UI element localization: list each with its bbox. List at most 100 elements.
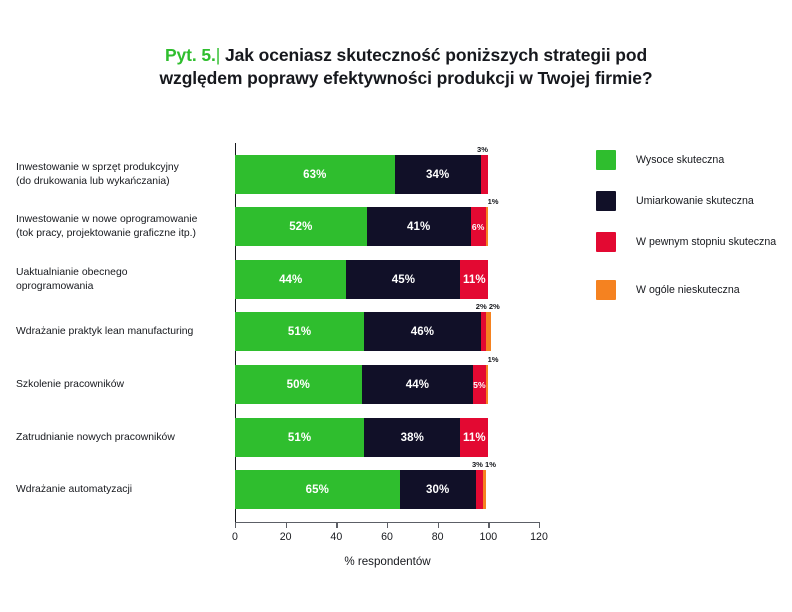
bar-segment[interactable]: 50% [235,365,362,404]
bar-callout-label: 1% [487,355,499,364]
bar-row: 44% 45% 11% [235,260,539,299]
bar-segment[interactable]: 5% [473,365,486,404]
bar-value-label: 41% [406,220,431,233]
x-axis-tick-mark [285,521,287,528]
bar-value-label: 5% [473,379,486,390]
bar-value-label: 63% [303,168,327,181]
bar-segment[interactable]: 44% [361,365,474,404]
x-axis-tick-label: 120 [530,531,548,543]
title-question-number: Pyt. 5. [164,45,216,65]
bar-segment[interactable]: 6% [470,207,486,246]
category-label-line: Inwestowanie w nowe oprogramowanie [16,213,198,225]
category-label-line: (tok pracy, projektowanie graficzne itp.… [16,227,196,239]
bar-row: 65% 30% 3% 1% [235,460,539,509]
bar-value-label: 50% [286,378,310,391]
legend-item[interactable]: Umiarkowanie skuteczna [596,191,754,211]
bar-segment[interactable] [485,365,489,404]
category-label-line: Uaktualnianie obecnego [16,266,128,278]
title-separator: | [215,45,221,65]
stacked-bar: 65% 30% [235,470,486,509]
category-label-line: Wdrażanie automatyzacji [16,483,133,495]
legend-item[interactable]: W ogóle nieskuteczna [596,280,740,300]
x-axis-tick-mark [437,521,439,528]
bar-value-label: 51% [287,325,312,338]
title-line-2: względem poprawy efektywności produkcji … [159,68,653,89]
bar-segment[interactable] [485,207,489,246]
stacked-bar: 63% 34% [235,155,489,194]
x-axis-tick-mark [336,521,338,528]
x-axis-tick-mark [539,521,541,528]
bar-segment[interactable] [475,470,484,509]
bar-value-label: 30% [425,483,450,496]
legend-color-swatch [596,280,616,300]
bar-segment[interactable]: 44% [235,260,347,299]
bar-segment[interactable]: 51% [235,312,365,351]
bar-segment[interactable]: 52% [235,207,367,246]
bar-row: 63% 34% 3% [235,145,539,194]
bar-segment[interactable] [485,312,491,351]
bar-segment[interactable] [480,312,486,351]
x-axis-tick-mark [235,521,237,528]
bar-value-label: 46% [410,325,435,338]
x-axis-tick-label: 80 [431,531,444,543]
bar-value-label: 34% [425,168,450,181]
bar-segment[interactable]: 30% [399,470,476,509]
plot-area: 63% 34% 3% 52% 41% 6% 1% 44% 45% 11% 51% 46% 2% 2% 50%… [235,143,539,522]
bar-segment[interactable] [480,155,489,194]
category-label-line: (do drukowania lub wykańczania) [16,175,170,187]
bar-segment[interactable]: 46% [364,312,481,351]
bar-callout-label: 2% [475,302,487,311]
bar-value-label: 6% [471,221,485,232]
legend-color-swatch [596,191,616,211]
bar-value-label: 52% [289,220,313,233]
y-axis-category-label: Uaktualnianie obecnego oprogramowania [16,266,231,294]
x-axis-title: % respondentów [344,555,431,568]
legend-item[interactable]: W pewnym stopniu skuteczna [596,232,776,252]
category-label-line: Inwestowanie w sprzęt produkcyjny [16,161,179,173]
bar-row: 51% 46% 2% 2% [235,302,539,351]
legend-item[interactable]: Wysoce skuteczna [596,150,724,170]
bar-segment[interactable]: 45% [346,260,461,299]
bar-value-label: 51% [287,431,312,444]
stacked-bar: 51% 38% 11% [235,418,489,457]
bar-row: 52% 41% 6% 1% [235,197,539,246]
bar-value-label: 44% [279,273,303,286]
bar-value-label: 38% [400,431,424,444]
x-axis-tick-label: 60 [381,531,393,543]
title-text-line-1: Jak oceniasz skuteczność poniższych stra… [225,45,648,65]
category-label-line: oprogramowania [16,280,94,292]
x-axis-tick-mark [488,521,490,528]
bar-segment[interactable]: 41% [366,207,471,246]
bar-segment[interactable]: 63% [235,155,395,194]
bar-segment[interactable]: 11% [460,418,489,457]
bar-value-label: 45% [391,273,416,286]
bar-segment[interactable]: 65% [235,470,400,509]
bar-value-label: 44% [405,378,430,391]
bar-value-label: 11% [463,273,486,286]
bar-segment[interactable]: 51% [235,418,365,457]
bar-callout-label: 2% [488,302,500,311]
page-title: Pyt. 5.| Jak oceniasz skuteczność poniżs… [96,44,716,91]
y-axis-category-label: Zatrudnianie nowych pracowników [16,431,231,445]
bar-segment[interactable]: 34% [394,155,481,194]
stacked-bar: 52% 41% 6% [235,207,489,246]
bar-row: 51% 38% 11% [235,418,539,457]
title-line-1: Pyt. 5.| Jak oceniasz skuteczność poniżs… [96,44,716,67]
bar-callout-label: 1% [487,197,499,206]
y-axis-category-label: Wdrażanie automatyzacji [16,483,231,497]
legend-label: W pewnym stopniu skuteczna [636,236,777,248]
y-axis-category-label: Inwestowanie w sprzęt produkcyjny (do dru… [16,161,231,189]
x-axis-tick-label: 40 [330,531,343,543]
bar-segment[interactable] [483,470,486,509]
category-label-line: Szkolenie pracowników [16,378,125,390]
legend-label: W ogóle nieskuteczna [636,284,740,296]
category-label-line: Wdrażanie praktyk lean manufacturing [16,325,194,337]
category-label-line: Zatrudnianie nowych pracowników [16,431,175,443]
bar-callout-label: 3% [477,145,489,154]
bar-segment[interactable]: 11% [460,260,489,299]
y-axis-category-label: Szkolenie pracowników [16,378,231,392]
bar-segment[interactable]: 38% [364,418,461,457]
x-axis-tick-label: 0 [232,531,238,543]
y-axis-category-label: Wdrażanie praktyk lean manufacturing [16,325,231,339]
x-axis-tick-label: 100 [479,531,498,543]
